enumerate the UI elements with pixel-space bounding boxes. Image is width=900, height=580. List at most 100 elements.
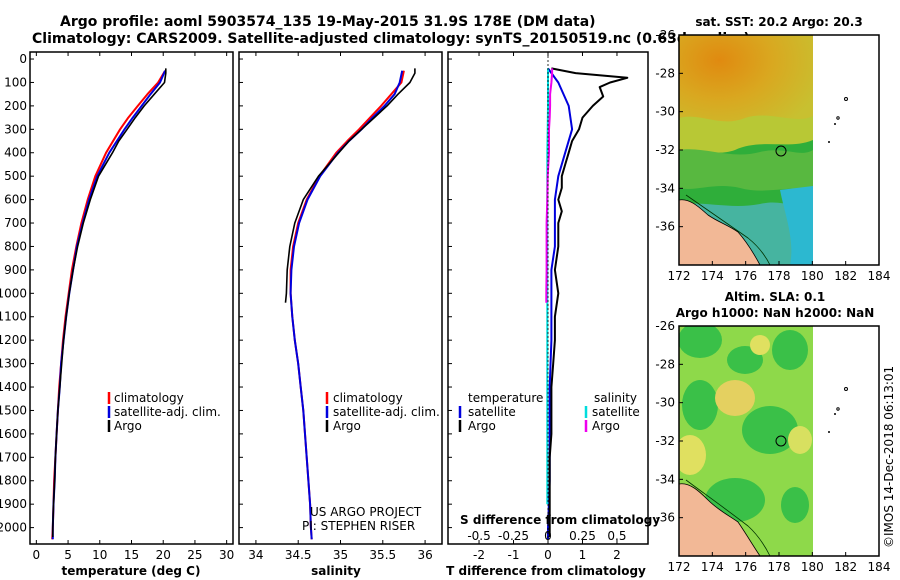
map-x-tick-label: 182 xyxy=(834,269,857,283)
sla-float-marker xyxy=(775,435,787,447)
depth-tick-label: 1600 xyxy=(0,427,27,441)
map-x-tick-label: 180 xyxy=(801,269,824,283)
depth-tick-label: 200 xyxy=(4,99,27,113)
island-dot xyxy=(828,431,830,433)
depth-tick-label: 1300 xyxy=(0,357,27,371)
t-difference-axis-label: T difference from climatology xyxy=(446,564,646,578)
island-dot xyxy=(844,97,848,101)
sla-map-ticks: 172 174 176 178 180 182 184 -26 -28 -30 -32 -34 -36 xyxy=(655,319,890,574)
legend-argo-label: Argo xyxy=(114,419,142,433)
s-difference-title: S difference from climatology xyxy=(460,513,660,527)
x-tick-label: 36 xyxy=(417,548,432,562)
map-x-tick-label: 174 xyxy=(701,269,724,283)
sla-high-blob xyxy=(679,435,706,475)
map-x-tick-label: 172 xyxy=(668,560,691,574)
difference-plot: -2 -1 0 1 2 xyxy=(473,52,629,562)
map-x-tick-label: 184 xyxy=(868,560,891,574)
series-line-temperature-argo xyxy=(548,67,629,537)
island-dot xyxy=(836,116,840,120)
map-x-tick-label: 172 xyxy=(668,269,691,283)
map-y-tick-label: -34 xyxy=(655,181,675,195)
depth-tick-label: 100 xyxy=(4,75,27,89)
temperature-panel-frame xyxy=(29,51,234,545)
legend-climatology-label: climatology xyxy=(114,391,184,405)
x-tick-label: 15 xyxy=(124,548,139,562)
x-tick-label: 30 xyxy=(219,548,234,562)
sst-mid-band xyxy=(679,149,813,191)
depth-tick-label: 1200 xyxy=(0,333,27,347)
x-tick-label: 34.5 xyxy=(285,548,312,562)
sla-map-title: Altim. SLA: 0.1 xyxy=(725,290,826,304)
depth-tick-label: 1100 xyxy=(0,310,27,324)
sst-float-marker xyxy=(775,145,787,157)
series-line-salinity-argo xyxy=(545,68,554,303)
island-dot xyxy=(828,141,830,143)
series-line-argo xyxy=(284,68,416,303)
temperature-axis-label: temperature (deg C) xyxy=(62,564,201,578)
x-tick-label: 1 xyxy=(579,548,587,562)
sla-low-blob xyxy=(742,406,798,454)
s-diff-tick-label: -0.5 xyxy=(467,529,490,543)
depth-tick-label: 600 xyxy=(4,193,27,207)
sal-legend-argo-label: Argo xyxy=(333,419,361,433)
map-x-tick-label: 176 xyxy=(734,269,757,283)
x-tick-label: 0 xyxy=(544,548,552,562)
series-line-temperature-satellite xyxy=(547,67,574,540)
series-line-satellite-adj-clim- xyxy=(51,70,167,540)
sst-bathymetry-contour xyxy=(685,194,771,265)
island-dot xyxy=(834,123,836,125)
series-line-satellite-adj-clim- xyxy=(289,70,404,540)
new-zealand-landmass xyxy=(679,199,761,265)
sst-transition-band xyxy=(679,115,813,153)
map-x-tick-label: 184 xyxy=(868,269,891,283)
depth-tick-label: 800 xyxy=(4,239,27,253)
new-zealand-landmass-sla xyxy=(679,483,761,556)
s-diff-tick-label: -0.25 xyxy=(498,529,529,543)
depth-tick-label: 1000 xyxy=(0,286,27,300)
salinity-axis-label: salinity xyxy=(311,564,361,578)
sst-map-title: sat. SST: 20.2 Argo: 20.3 xyxy=(695,15,862,29)
salinity-panel-frame xyxy=(238,51,443,545)
sla-bathymetry-contour xyxy=(685,479,771,556)
diff-legend-t-argo-label: Argo xyxy=(468,419,496,433)
sla-low-blob xyxy=(679,326,722,358)
depth-tick-label: 1800 xyxy=(0,474,27,488)
depth-axis: 0 100 200 300 400 500 600 700 800 900 1000 1100 1200… xyxy=(0,52,452,535)
depth-tick-label: 0 xyxy=(19,52,27,66)
sst-map xyxy=(679,35,879,265)
x-tick-label: 2 xyxy=(613,548,621,562)
map-y-tick-label: -34 xyxy=(655,472,675,486)
series-line-argo xyxy=(51,68,167,537)
map-y-tick-label: -36 xyxy=(655,511,675,525)
x-tick-label: 35.5 xyxy=(369,548,396,562)
sla-map-subtitle: Argo h1000: NaN h2000: NaN xyxy=(676,306,875,320)
map-y-tick-label: -28 xyxy=(655,357,675,371)
diff-legend-salinity-heading: salinity xyxy=(594,391,637,405)
temperature-plot: 0 5 10 15 20 25 30 xyxy=(33,52,234,562)
map-y-tick-label: -32 xyxy=(655,434,675,448)
sla-low-blob xyxy=(682,380,718,430)
sst-map-ticks: 172 174 176 178 180 182 184 -26 -28 -30 -32 -34 -36 xyxy=(655,28,890,283)
map-y-tick-label: -26 xyxy=(655,319,675,333)
x-tick-label: -1 xyxy=(508,548,520,562)
map-x-tick-label: 176 xyxy=(734,560,757,574)
x-tick-label: 0 xyxy=(33,548,41,562)
map-x-tick-label: 174 xyxy=(701,560,724,574)
x-tick-label: -2 xyxy=(473,548,485,562)
map-y-tick-label: -32 xyxy=(655,143,675,157)
sla-high-blob xyxy=(788,426,812,454)
depth-tick-label: 1700 xyxy=(0,450,27,464)
x-tick-label: 10 xyxy=(92,548,107,562)
series-line-climatology xyxy=(51,70,166,540)
x-tick-label: 5 xyxy=(64,548,72,562)
depth-tick-label: 900 xyxy=(4,263,27,277)
diff-legend-t-satellite-label: satellite xyxy=(468,405,516,419)
legend-satellite-label: satellite-adj. clim. xyxy=(114,405,221,419)
s-diff-tick-label: 0.5 xyxy=(607,529,626,543)
sla-low-blob xyxy=(772,330,808,370)
sla-high-blob xyxy=(715,380,755,416)
imos-stamp: ©IMOS 14-Dec-2018 06:13:01 xyxy=(882,366,896,548)
map-x-tick-label: 182 xyxy=(834,560,857,574)
map-x-tick-label: 178 xyxy=(768,269,791,283)
